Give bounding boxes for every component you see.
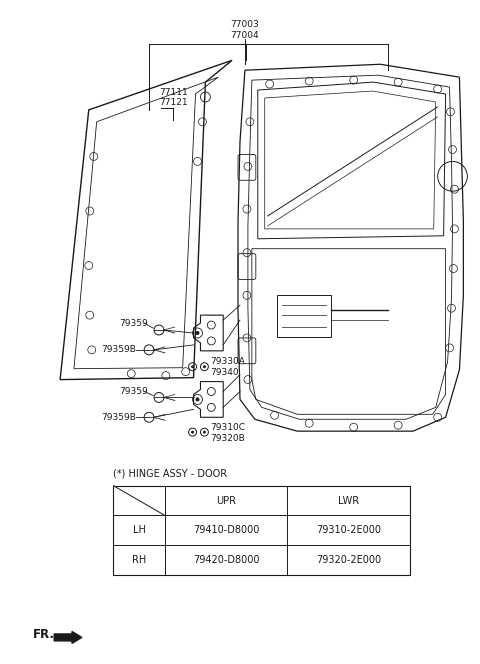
Bar	[276, 295, 331, 337]
Circle shape	[195, 331, 200, 335]
Text: 79359B: 79359B	[102, 345, 136, 355]
Text: UPR: UPR	[216, 495, 236, 505]
Text: 79359B: 79359B	[102, 413, 136, 422]
Text: 77111: 77111	[159, 88, 188, 96]
Text: 79320B: 79320B	[210, 434, 245, 443]
Text: 79359: 79359	[120, 387, 148, 396]
Circle shape	[195, 398, 200, 402]
Text: FR.: FR.	[33, 628, 54, 641]
FancyArrow shape	[54, 631, 82, 643]
Bar	[113, 485, 410, 575]
Circle shape	[203, 365, 206, 369]
Text: 79420-D8000: 79420-D8000	[193, 555, 259, 565]
Text: 79310-2E000: 79310-2E000	[316, 525, 381, 535]
Text: 79340: 79340	[210, 368, 239, 377]
Text: 77004: 77004	[230, 31, 259, 40]
Circle shape	[191, 365, 194, 369]
Text: 79310C: 79310C	[210, 423, 245, 432]
Circle shape	[191, 431, 194, 434]
Text: LWR: LWR	[338, 495, 360, 505]
Text: RH: RH	[132, 555, 146, 565]
Text: 79359: 79359	[120, 319, 148, 327]
Text: 77003: 77003	[230, 20, 259, 29]
Text: 79330A: 79330A	[210, 357, 245, 367]
Text: 79320-2E000: 79320-2E000	[316, 555, 381, 565]
Text: LH: LH	[133, 525, 145, 535]
Text: 79410-D8000: 79410-D8000	[193, 525, 259, 535]
Text: 77121: 77121	[159, 98, 188, 108]
Circle shape	[203, 431, 206, 434]
Text: (*) HINGE ASSY - DOOR: (*) HINGE ASSY - DOOR	[113, 469, 228, 479]
